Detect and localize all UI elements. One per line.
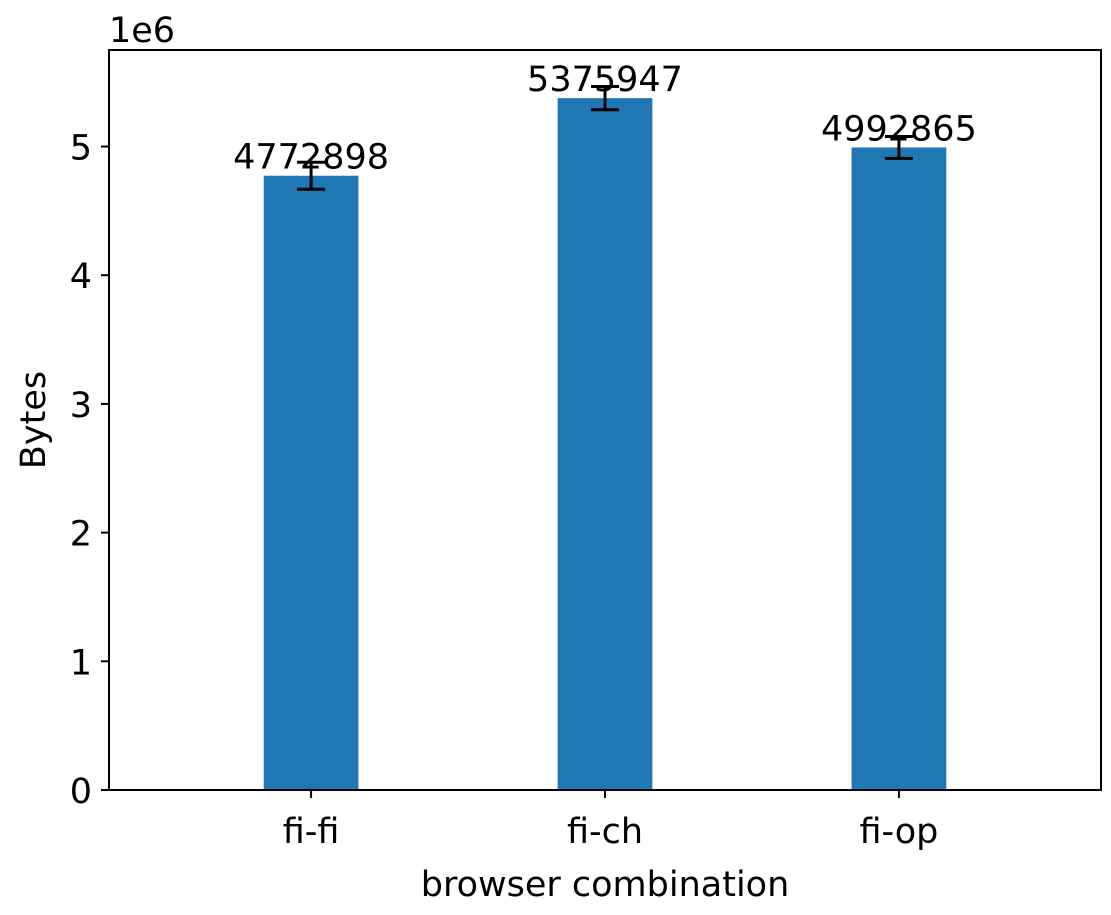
y-tick-label: 2 [70, 515, 92, 555]
y-axis: 0 1 2 3 4 5 [70, 129, 109, 812]
data-label-fi-op: 4992865 [821, 109, 977, 149]
x-tick-label: fi-fi [283, 812, 340, 852]
x-axis: fi-fi fi-ch fi-op [283, 790, 938, 852]
y-axis-label: Bytes [14, 371, 54, 469]
bar-fi-op [851, 147, 947, 790]
error-bar-fi-op [884, 135, 913, 160]
data-labels-group: 4772898 5375947 4992865 [233, 60, 977, 178]
bar-fi-fi [263, 175, 359, 790]
y-tick-label: 4 [70, 257, 92, 297]
data-label-fi-fi: 4772898 [233, 138, 389, 178]
data-label-fi-ch: 5375947 [527, 60, 683, 100]
bar-fi-ch [557, 98, 653, 791]
x-tick-label: fi-op [859, 812, 938, 852]
y-tick-label: 3 [70, 386, 92, 426]
y-axis-offset-label: 1e6 [109, 11, 175, 51]
error-bars-group [297, 85, 913, 191]
x-axis-label: browser combination [421, 865, 790, 905]
y-tick-label: 1 [70, 643, 92, 683]
y-tick-label: 5 [70, 129, 92, 169]
error-bar-fi-fi [297, 160, 326, 191]
bars-group [263, 98, 947, 791]
error-bar-fi-ch [591, 85, 619, 112]
y-tick-label: 0 [70, 772, 92, 812]
x-tick-label: fi-ch [567, 812, 643, 852]
